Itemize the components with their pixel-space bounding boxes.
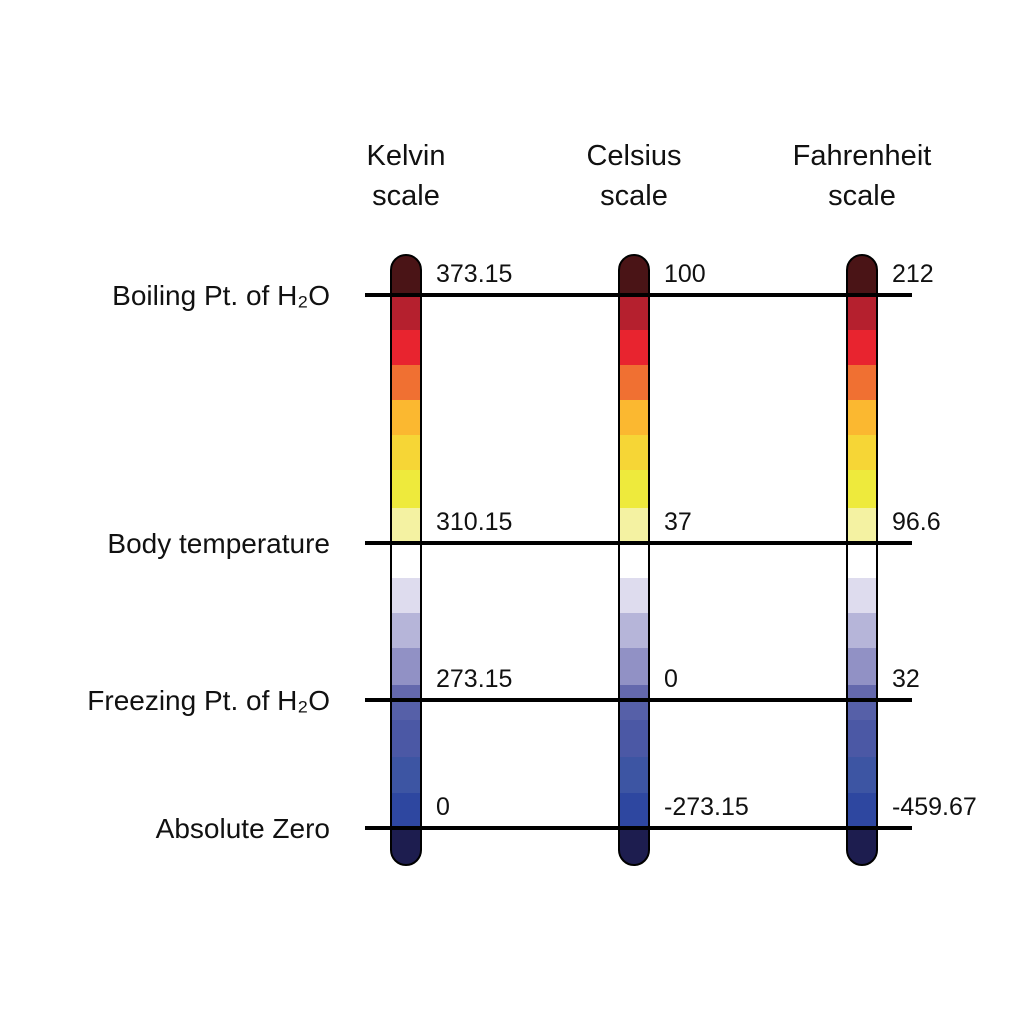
color-band	[391, 685, 421, 700]
row-label: Absolute Zero	[156, 813, 330, 844]
value-label: -459.67	[892, 793, 977, 821]
color-band	[619, 295, 649, 330]
color-band	[619, 720, 649, 757]
color-band	[847, 648, 877, 685]
scale-unit: scale	[828, 180, 896, 212]
row-label: Freezing Pt. of H₂O	[87, 685, 330, 716]
color-band	[391, 255, 421, 295]
color-band	[619, 830, 649, 865]
color-band	[391, 295, 421, 330]
scale-name: Fahrenheit	[793, 140, 932, 172]
thermometer-outline	[846, 254, 878, 866]
thermometer	[846, 254, 878, 866]
color-band	[619, 255, 649, 295]
color-band	[847, 578, 877, 613]
color-band	[619, 470, 649, 508]
color-band	[847, 255, 877, 295]
value-label: 100	[664, 260, 706, 288]
scale-name: Kelvin	[367, 140, 446, 172]
color-band	[619, 400, 649, 435]
color-band	[391, 830, 421, 865]
color-band	[619, 578, 649, 613]
color-band	[847, 757, 877, 793]
color-band	[847, 613, 877, 648]
color-band	[391, 543, 421, 578]
scale-name: Celsius	[586, 140, 681, 172]
color-band	[847, 685, 877, 700]
thermometer	[390, 254, 422, 866]
color-band	[391, 365, 421, 400]
thermometer-outline	[618, 254, 650, 866]
color-band	[847, 793, 877, 830]
color-band	[847, 470, 877, 508]
color-band	[391, 330, 421, 365]
color-band	[847, 295, 877, 330]
color-band	[847, 330, 877, 365]
color-band	[847, 365, 877, 400]
thermometer-fill	[391, 255, 421, 865]
row-label: Body temperature	[107, 528, 330, 559]
color-band	[847, 435, 877, 470]
color-band	[847, 400, 877, 435]
thermometer-fill	[619, 255, 649, 865]
color-band	[619, 700, 649, 720]
color-band	[619, 685, 649, 700]
color-band	[847, 543, 877, 578]
color-band	[847, 508, 877, 543]
value-label: 310.15	[436, 508, 512, 536]
color-band	[391, 508, 421, 543]
color-band	[619, 508, 649, 543]
color-band	[391, 720, 421, 757]
color-band	[391, 757, 421, 793]
color-band	[619, 648, 649, 685]
color-band	[847, 830, 877, 865]
color-band	[847, 720, 877, 757]
value-label: 37	[664, 508, 692, 536]
color-band	[619, 365, 649, 400]
color-band	[619, 330, 649, 365]
color-band	[847, 700, 877, 720]
value-label: 273.15	[436, 665, 512, 693]
color-band	[619, 543, 649, 578]
value-label: 96.6	[892, 508, 941, 536]
value-label: 212	[892, 260, 934, 288]
color-band	[391, 648, 421, 685]
value-label: 0	[436, 793, 450, 821]
color-band	[391, 793, 421, 830]
color-band	[619, 435, 649, 470]
color-band	[391, 700, 421, 720]
color-band	[391, 578, 421, 613]
value-label: 373.15	[436, 260, 512, 288]
thermometer	[618, 254, 650, 866]
value-label: 0	[664, 665, 678, 693]
scale-unit: scale	[600, 180, 668, 212]
thermometer-fill	[847, 255, 877, 865]
color-band	[391, 613, 421, 648]
color-band	[391, 470, 421, 508]
color-band	[619, 793, 649, 830]
color-band	[619, 757, 649, 793]
color-band	[391, 435, 421, 470]
scale-unit: scale	[372, 180, 440, 212]
value-label: 32	[892, 665, 920, 693]
thermometer-outline	[390, 254, 422, 866]
row-label: Boiling Pt. of H₂O	[112, 280, 330, 311]
color-band	[619, 613, 649, 648]
value-label: -273.15	[664, 793, 749, 821]
color-band	[391, 400, 421, 435]
